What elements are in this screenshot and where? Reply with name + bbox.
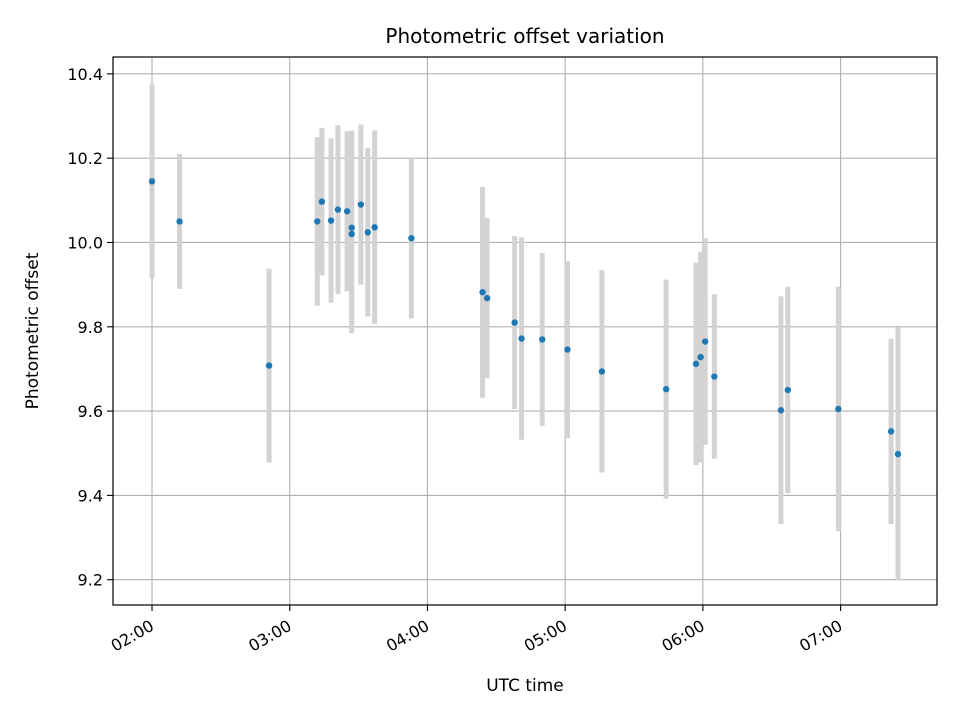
data-point bbox=[371, 224, 378, 231]
data-point bbox=[483, 294, 491, 302]
x-tick-label: 06:00 bbox=[658, 616, 707, 656]
y-tick-label: 9.2 bbox=[78, 571, 103, 590]
data-point bbox=[711, 373, 718, 380]
data-point bbox=[348, 224, 355, 231]
y-tick-label: 9.4 bbox=[78, 486, 103, 505]
y-tick-label: 9.6 bbox=[78, 402, 103, 421]
y-tick-label: 10.2 bbox=[67, 149, 103, 168]
data-point bbox=[343, 208, 351, 215]
data-point bbox=[598, 368, 606, 375]
data-point bbox=[697, 353, 704, 361]
data-point bbox=[364, 229, 371, 236]
data-point bbox=[334, 206, 342, 213]
x-tick-label: 05:00 bbox=[521, 616, 570, 656]
data-point bbox=[357, 201, 365, 208]
y-tick-label: 10.4 bbox=[67, 65, 103, 84]
y-tick-label: 10.0 bbox=[67, 233, 103, 252]
x-tick-label: 04:00 bbox=[383, 616, 432, 656]
data-point bbox=[662, 385, 670, 393]
y-axis-ticks: 9.2 9.4 9.6 9.8 10.0 10.2 10.4 bbox=[67, 65, 113, 590]
data-point bbox=[176, 218, 183, 225]
plot-area-frame bbox=[112, 56, 938, 606]
data-point bbox=[518, 335, 525, 342]
x-axis-title: UTC time bbox=[486, 676, 564, 696]
data-point bbox=[777, 407, 785, 414]
data-point bbox=[327, 217, 335, 224]
data-point bbox=[894, 450, 902, 458]
data-point bbox=[511, 319, 518, 326]
data-point bbox=[318, 198, 326, 205]
error-bars bbox=[149, 84, 901, 581]
y-axis-title: Photometric offset bbox=[23, 252, 43, 409]
data-point bbox=[564, 346, 571, 353]
x-tick-label: 03:00 bbox=[245, 616, 294, 656]
chart-title: Photometric offset variation bbox=[385, 24, 664, 48]
data-point bbox=[835, 405, 842, 413]
grid bbox=[113, 57, 937, 605]
x-axis-ticks: 02:00 03:00 04:00 05:00 06:00 07:00 bbox=[108, 605, 846, 656]
y-tick-label: 9.8 bbox=[78, 318, 103, 337]
data-point bbox=[265, 362, 273, 369]
data-point bbox=[701, 338, 709, 345]
data-point bbox=[479, 289, 486, 296]
data-point bbox=[408, 235, 415, 242]
data-point bbox=[539, 336, 546, 343]
x-tick-label: 02:00 bbox=[108, 616, 157, 656]
x-tick-label: 07:00 bbox=[796, 616, 845, 656]
data-point bbox=[348, 230, 355, 238]
data-point bbox=[314, 218, 321, 225]
data-point bbox=[692, 360, 700, 368]
data-point bbox=[148, 178, 156, 185]
data-points bbox=[148, 178, 902, 458]
data-point bbox=[887, 428, 895, 435]
data-point bbox=[784, 386, 792, 394]
